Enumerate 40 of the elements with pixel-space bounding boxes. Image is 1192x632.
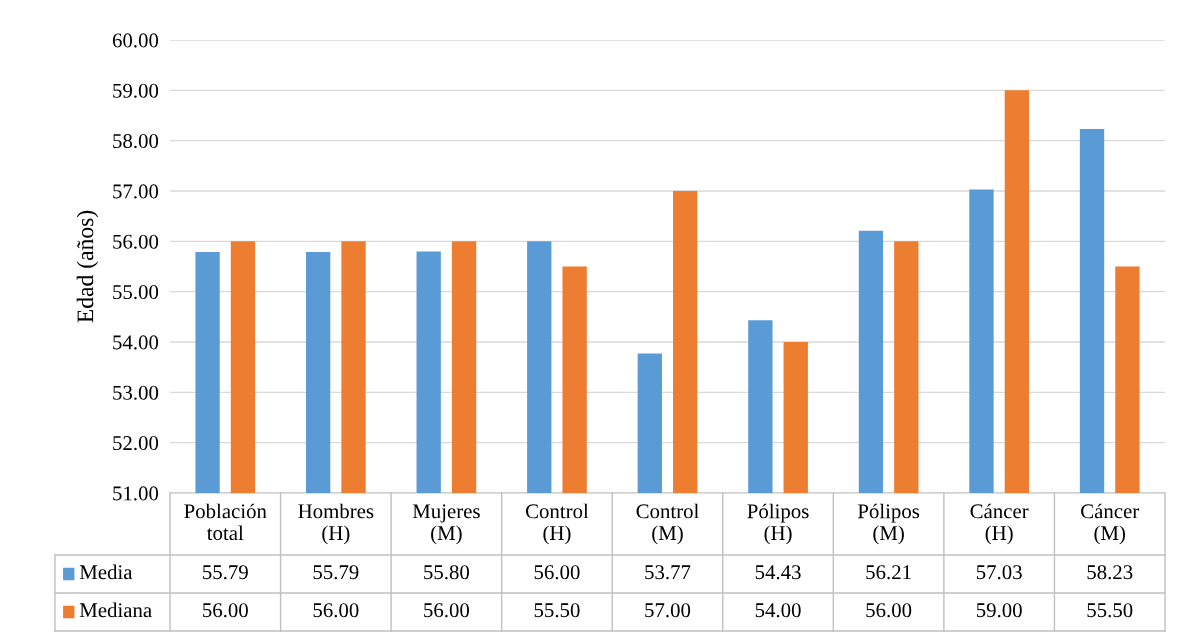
data-label: 56.00 (424, 603, 470, 618)
data-label: 57.03 (976, 565, 1022, 580)
y-tick-label: 57.00 (113, 184, 159, 199)
x-tick-label: Hombres (H) (298, 503, 374, 545)
x-tick-label: Cáncer (M) (1081, 503, 1140, 545)
x-tick-label: Control (H) (525, 503, 589, 545)
data-label: 56.00 (203, 603, 248, 618)
y-tick-label: 58.00 (113, 134, 159, 149)
data-label: 59.00 (976, 603, 1022, 618)
y-axis-title: Edad (años) (76, 210, 99, 323)
y-tick-label: 60.00 (112, 33, 159, 48)
data-label: 56.00 (534, 565, 580, 580)
x-tick-label: Pólipos (M) (857, 503, 920, 545)
data-label: 55.50 (1087, 603, 1133, 618)
data-label: 55.79 (203, 565, 248, 580)
y-tick-label: 51.00 (113, 486, 159, 501)
y-tick-label: 59.00 (113, 83, 159, 98)
x-tick-label: Población total (184, 503, 267, 541)
y-tick-label: 55.00 (113, 285, 159, 300)
x-tick-label: Pólipos (H) (747, 503, 809, 545)
data-label: 56.21 (866, 565, 911, 580)
data-label: 56.00 (313, 603, 359, 618)
y-tick-label: 56.00 (113, 234, 159, 249)
data-label: 56.00 (866, 603, 912, 618)
data-label: 55.80 (424, 565, 470, 580)
y-tick-label: 52.00 (113, 436, 159, 451)
legend-label: Mediana (79, 602, 152, 618)
y-tick-label: 53.00 (113, 385, 159, 400)
x-tick-label: Control (M) (636, 503, 699, 545)
data-label: 55.79 (313, 565, 359, 580)
data-label: 54.00 (755, 603, 801, 618)
data-label: 53.77 (645, 565, 691, 580)
data-label: 57.00 (645, 603, 691, 618)
data-label: 55.50 (534, 603, 580, 618)
x-tick-label: Cáncer (H) (970, 503, 1029, 545)
y-tick-label: 54.00 (113, 335, 159, 350)
data-label: 58.23 (1087, 565, 1133, 580)
x-tick-label: Mujeres (M) (412, 504, 480, 545)
data-label: 54.43 (755, 565, 801, 580)
legend-label: Media (79, 564, 133, 580)
